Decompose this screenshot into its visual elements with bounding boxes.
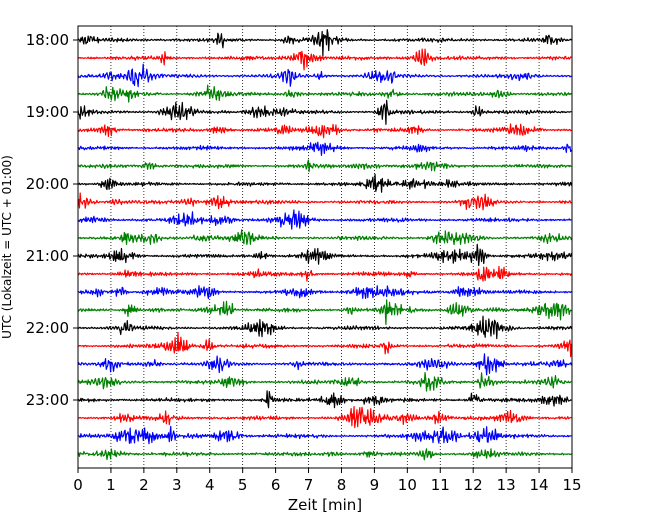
- y-tick-label-1800: 18:00: [26, 31, 69, 49]
- trace-2230: [77, 353, 572, 376]
- trace-2215: [77, 331, 573, 358]
- trace-1945: [77, 159, 572, 173]
- y-axis-label: UTC (Lokalzeit = UTC + 01:00): [0, 155, 14, 339]
- x-axis-ticks: 0 1 2 3 4 5 6 7 8 9 10 11 12 13 14 15: [73, 468, 582, 494]
- x-tick-label-11: 11: [431, 476, 450, 494]
- x-tick-label-4: 4: [205, 476, 215, 494]
- trace-2045: [77, 229, 572, 246]
- x-tick-label-12: 12: [464, 476, 483, 494]
- trace-2315: [77, 406, 572, 429]
- y-axis-ticks: 18:00 19:00 20:00 21:00 22:00 23:00: [26, 31, 78, 409]
- x-tick-label-5: 5: [238, 476, 248, 494]
- trace-2130: [77, 285, 572, 300]
- x-tick-label-1: 1: [106, 476, 116, 494]
- trace-2330: [77, 425, 572, 445]
- trace-1830: [77, 63, 572, 88]
- trace-1900: [77, 99, 572, 125]
- trace-1845: [77, 84, 572, 103]
- x-axis-label: Zeit [min]: [288, 496, 362, 514]
- trace-1815: [77, 48, 572, 71]
- x-tick-label-9: 9: [370, 476, 380, 494]
- x-tick-label-15: 15: [562, 476, 581, 494]
- plot-frame: [77, 25, 573, 469]
- trace-2015: [77, 192, 572, 211]
- x-tick-label-10: 10: [398, 476, 417, 494]
- trace-2200: [77, 315, 572, 340]
- trace-2100: [77, 243, 572, 267]
- x-tick-label-3: 3: [172, 476, 182, 494]
- trace-2300: [77, 390, 572, 409]
- x-tick-label-8: 8: [337, 476, 347, 494]
- trace-1930: [77, 141, 572, 156]
- x-tick-label-6: 6: [271, 476, 281, 494]
- trace-2145: [77, 299, 572, 326]
- y-tick-label-2200: 22:00: [26, 319, 69, 337]
- y-tick-label-2300: 23:00: [26, 391, 69, 409]
- trace-2115: [77, 265, 572, 282]
- y-tick-label-2000: 20:00: [26, 175, 69, 193]
- x-tick-label-2: 2: [139, 476, 149, 494]
- trace-1800: [77, 29, 572, 57]
- trace-2030: [77, 209, 572, 230]
- trace-1915: [77, 123, 572, 139]
- trace-2000: [77, 173, 572, 193]
- x-tick-label-13: 13: [497, 476, 516, 494]
- trace-2345: [77, 448, 572, 461]
- x-tick-label-7: 7: [304, 476, 314, 494]
- y-tick-label-1900: 19:00: [26, 103, 69, 121]
- y-tick-label-2100: 21:00: [26, 247, 69, 265]
- x-tick-label-0: 0: [73, 476, 83, 494]
- x-tick-label-14: 14: [530, 476, 549, 494]
- seismic-traces: [77, 29, 573, 461]
- trace-2245: [77, 371, 572, 392]
